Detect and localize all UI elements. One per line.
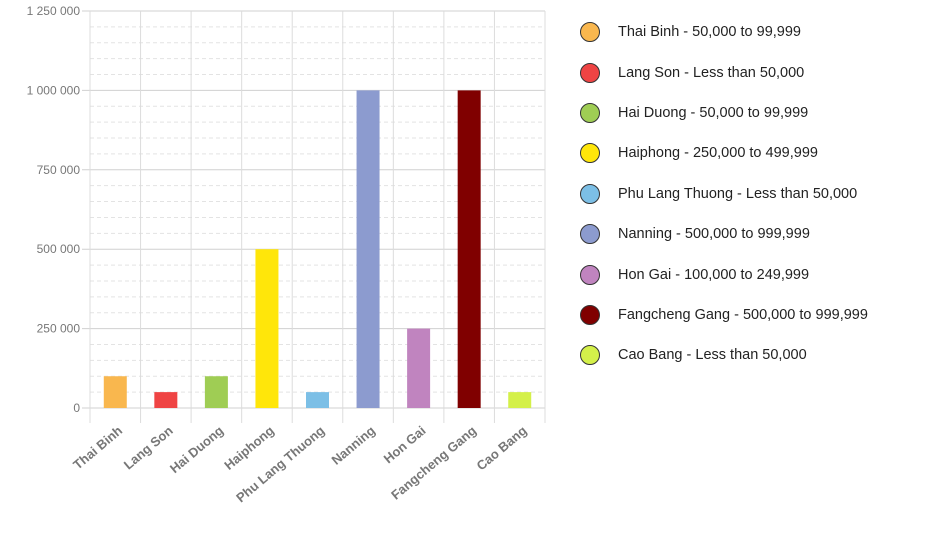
y-tick-label: 1 250 000 [27, 4, 81, 18]
x-tick-label: Thai Binh [70, 423, 125, 473]
legend-item: Cao Bang - Less than 50,000 [580, 335, 935, 375]
legend-label: Hai Duong - 50,000 to 99,999 [618, 104, 809, 121]
bar-hai-duong [204, 376, 228, 408]
legend-swatch [580, 22, 600, 43]
bar-cao-bang [508, 392, 532, 408]
legend-label: Nanning - 500,000 to 999,999 [618, 226, 810, 243]
legend-item: Fangcheng Gang - 500,000 to 999,999 [580, 295, 935, 335]
legend-item: Nanning - 500,000 to 999,999 [580, 214, 935, 254]
x-tick-label: Cao Bang [474, 423, 530, 474]
legend-label: Haiphong - 250,000 to 499,999 [618, 145, 818, 162]
legend-swatch [580, 345, 600, 366]
x-tick-label: Fangcheng Gang [388, 423, 479, 503]
y-tick-label: 500 000 [37, 242, 81, 256]
x-tick-label: Phu Lang Thuong [233, 423, 327, 506]
legend-swatch [580, 143, 600, 164]
legend-label: Hon Gai - 100,000 to 249,999 [618, 266, 810, 283]
bar-chart: 0 250 000 500 000 750 000 1 000 000 1 250 000… [27, 4, 546, 506]
bar-lang-son [154, 392, 178, 408]
legend-item: Lang Son - Less than 50,000 [580, 52, 935, 92]
bar-hon-gai [407, 328, 431, 408]
legend: Thai Binh - 50,000 to 99,999 Lang Son - L… [580, 12, 935, 376]
legend-item: Haiphong - 250,000 to 499,999 [580, 133, 935, 173]
legend-label: Cao Bang - Less than 50,000 [618, 347, 807, 364]
legend-swatch [580, 102, 600, 123]
legend-label: Thai Binh - 50,000 to 99,999 [618, 24, 801, 41]
legend-swatch [580, 183, 600, 204]
legend-label: Phu Lang Thuong - Less than 50,000 [618, 185, 858, 202]
legend-swatch [580, 62, 600, 83]
bar-thai-binh [103, 376, 127, 408]
legend-swatch [580, 304, 600, 325]
legend-label: Fangcheng Gang - 500,000 to 999,999 [618, 306, 868, 323]
y-tick-label: 750 000 [37, 163, 81, 177]
legend-item: Thai Binh - 50,000 to 99,999 [580, 12, 935, 52]
bar-phu-lang-thuong [306, 392, 329, 408]
legend-item: Hon Gai - 100,000 to 249,999 [580, 254, 935, 294]
bar-haiphong [255, 249, 279, 408]
legend-label: Lang Son - Less than 50,000 [618, 64, 805, 81]
legend-swatch [580, 264, 600, 285]
y-tick-label: 0 [73, 401, 80, 415]
bar-nanning [356, 90, 380, 408]
x-tick-label: Hai Duong [167, 423, 226, 476]
legend-item: Hai Duong - 50,000 to 99,999 [580, 93, 935, 133]
bar-fangcheng-gang [457, 90, 481, 408]
legend-item: Phu Lang Thuong - Less than 50,000 [580, 174, 935, 214]
x-tick-label: Nanning [329, 423, 379, 468]
y-tick-label: 250 000 [37, 322, 81, 336]
y-tick-label: 1 000 000 [27, 83, 81, 97]
x-tick-label: Hon Gai [381, 423, 429, 467]
legend-swatch [580, 224, 600, 245]
